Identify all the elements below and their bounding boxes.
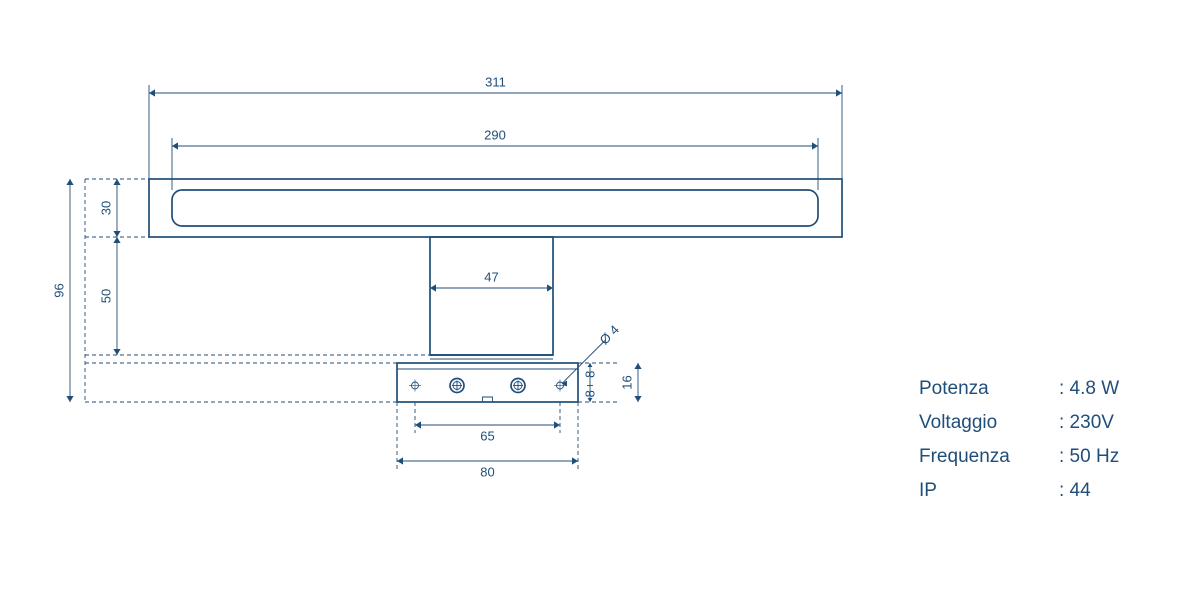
spec-row-frequenza: Frequenza : 50 Hz [919,446,1119,468]
spec-value: : 44 [1059,480,1091,502]
svg-text:16: 16 [619,375,634,389]
spec-row-ip: IP : 44 [919,480,1119,502]
spec-row-potenza: Potenza : 4.8 W [919,378,1119,400]
svg-text:96: 96 [51,283,66,297]
spec-value: : 230V [1059,412,1114,434]
svg-text:65: 65 [480,428,494,443]
svg-text:47: 47 [484,269,498,284]
svg-text:8: 8 [582,371,597,378]
spec-table: Potenza : 4.8 W Voltaggio : 230V Frequen… [919,378,1119,514]
svg-text:30: 30 [98,201,113,215]
spec-value: : 4.8 W [1059,378,1119,400]
spec-label: Frequenza [919,446,1059,468]
spec-row-voltaggio: Voltaggio : 230V [919,412,1119,434]
svg-text:290: 290 [484,127,506,142]
svg-text:Ø 4: Ø 4 [597,322,622,347]
svg-text:311: 311 [485,74,506,89]
spec-label: Voltaggio [919,412,1059,434]
technical-drawing: 311 290 47 65 80 30 50 96 16 Ø 4 8 8 [0,0,1203,605]
spec-value: : 50 Hz [1059,446,1119,468]
spec-label: Potenza [919,378,1059,400]
svg-text:80: 80 [480,464,494,479]
svg-text:8: 8 [582,390,597,397]
spec-label: IP [919,480,1059,502]
svg-text:50: 50 [98,289,113,303]
